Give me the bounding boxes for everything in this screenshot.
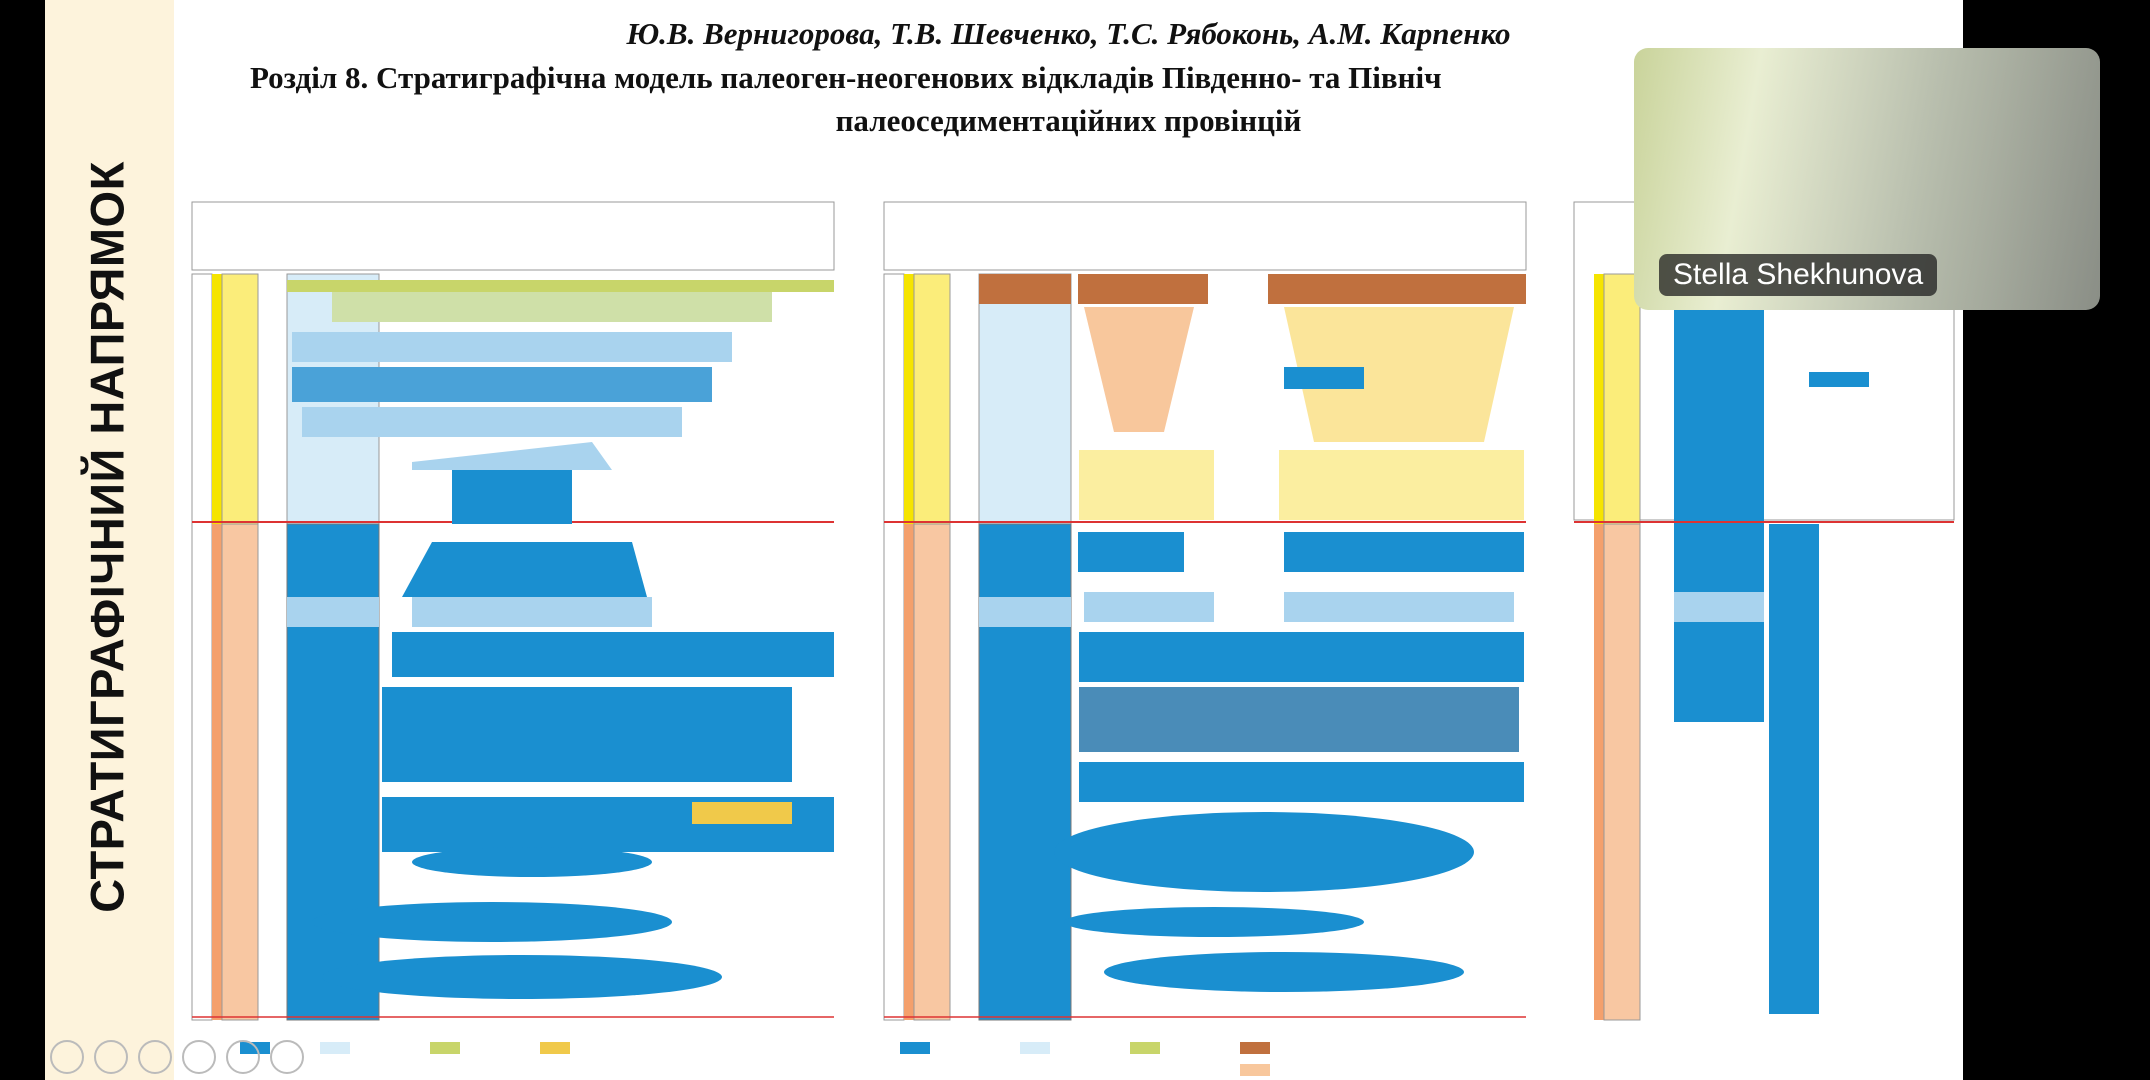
- participant-name: Stella Shekhunova: [1659, 254, 1938, 296]
- slide-section-cont: палеоседиментаційних провінцій: [835, 103, 1302, 138]
- legend-swatches: [240, 1042, 1270, 1076]
- chart-panel: [191, 201, 835, 1021]
- next-button[interactable]: [94, 1040, 128, 1074]
- slide-toolbar: [50, 1040, 304, 1074]
- view-button[interactable]: [182, 1040, 216, 1074]
- slide-authors: Ю.В. Вернигорова, Т.В. Шевченко, Т.С. Ря…: [626, 16, 1511, 51]
- prev-button[interactable]: [50, 1040, 84, 1074]
- video-tile: Stella Shekhunova: [1634, 48, 2100, 310]
- more-button[interactable]: [270, 1040, 304, 1074]
- pen-button[interactable]: [138, 1040, 172, 1074]
- chart-panel: [1573, 201, 1955, 1021]
- zoom-button[interactable]: [226, 1040, 260, 1074]
- chart-panel: [883, 201, 1527, 1021]
- slide-section: Розділ 8. Стратиграфічна модель палеоген…: [250, 60, 1442, 95]
- sidebar: СТРАТИГРАФІЧНИЙ НАПРЯМОК: [45, 0, 174, 1080]
